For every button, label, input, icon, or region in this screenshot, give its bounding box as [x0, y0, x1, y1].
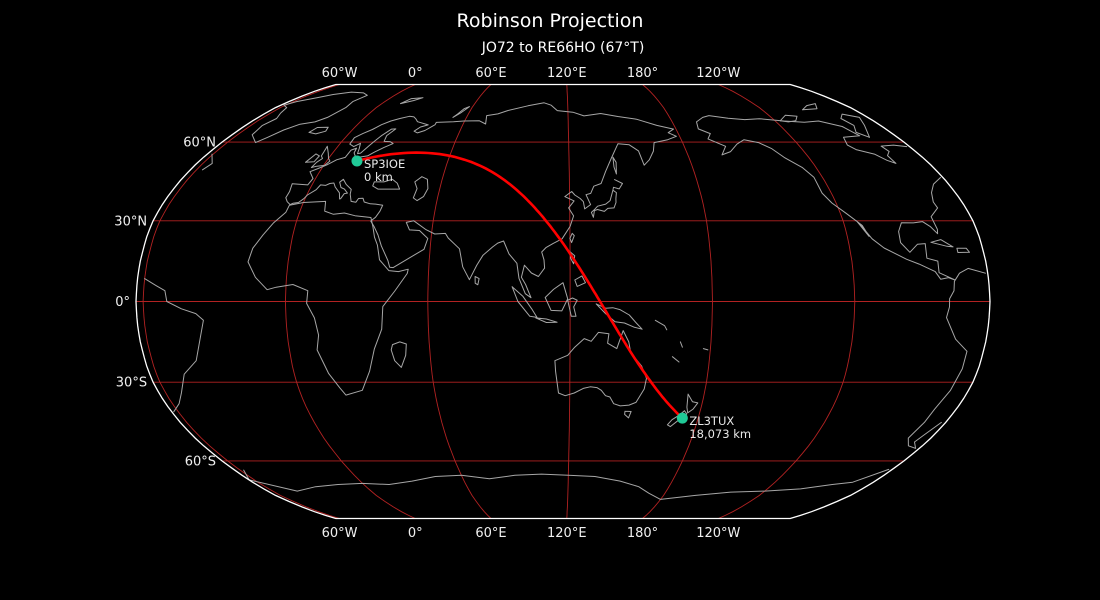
coastline — [612, 156, 617, 175]
coastline — [372, 178, 401, 190]
dx-marker — [676, 412, 688, 424]
lat-tick-label: 60°S — [185, 454, 216, 469]
figure-title: Robinson Projection — [456, 10, 644, 32]
coastline — [702, 348, 709, 351]
coastline — [390, 341, 407, 368]
coastline — [247, 200, 409, 396]
graticule-meridian — [642, 84, 713, 519]
lat-tick-label: 0° — [115, 295, 130, 310]
graticule-meridian — [142, 84, 340, 519]
coastline — [305, 153, 320, 163]
coastline — [930, 239, 954, 248]
map-outline — [135, 83, 991, 520]
coastline — [285, 102, 677, 299]
graticule-meridian — [284, 84, 416, 519]
top-lon-tick-label: 60°E — [475, 66, 506, 81]
bottom-lon-tick-label: 120°E — [547, 526, 587, 541]
bottom-lon-tick-label: 0° — [408, 526, 423, 541]
coastline — [243, 468, 890, 500]
bottom-lon-tick-label: 60°E — [475, 526, 506, 541]
coastline — [474, 276, 480, 286]
top-lon-tick-label: 120°W — [696, 66, 740, 81]
coastline — [251, 91, 368, 144]
graticule-meridian — [718, 84, 856, 519]
coastline — [511, 286, 538, 318]
top-lon-tick-label: 60°W — [322, 66, 358, 81]
graticule-meridian — [566, 84, 571, 519]
coastline — [671, 356, 680, 363]
coastline — [544, 282, 569, 312]
coastline — [535, 317, 558, 323]
coastline — [144, 267, 986, 449]
coastline — [840, 113, 870, 138]
coastline — [308, 126, 329, 135]
dx-distance-label: 18,073 km — [689, 427, 751, 441]
origin-callsign-label: SP3IOE — [364, 157, 405, 171]
map-area — [136, 84, 990, 519]
great-circle-path — [355, 151, 684, 420]
origin-distance-label: 0 km — [364, 170, 393, 184]
coastline — [802, 103, 818, 111]
coastline — [554, 330, 647, 407]
coastline — [686, 393, 699, 414]
coastline — [595, 303, 643, 330]
bottom-lon-tick-label: 180° — [627, 526, 658, 541]
figure-subtitle: JO72 to RE66HO (67°T) — [481, 40, 645, 56]
top-lon-tick-label: 0° — [408, 66, 423, 81]
coastline — [452, 106, 470, 118]
coastline — [624, 410, 632, 419]
coastline — [779, 114, 798, 123]
coastline — [654, 319, 668, 331]
coastline — [310, 145, 331, 168]
bottom-lon-tick-label: 120°W — [696, 526, 740, 541]
lat-tick-label: 30°S — [116, 376, 147, 391]
coastline — [574, 275, 586, 287]
coastline — [202, 115, 956, 281]
coastline — [679, 341, 683, 348]
coastline — [567, 297, 578, 317]
lat-tick-label: 30°N — [114, 214, 147, 229]
coastline — [569, 232, 575, 244]
coastline — [956, 247, 970, 253]
bottom-lon-tick-label: 60°W — [322, 526, 358, 541]
origin-marker — [351, 155, 363, 167]
coastline — [590, 179, 623, 218]
graticule-meridian — [427, 84, 492, 519]
top-lon-tick-label: 180° — [627, 66, 658, 81]
dx-callsign-label: ZL3TUX — [689, 414, 734, 428]
coastline — [412, 176, 429, 202]
top-lon-tick-label: 120°E — [547, 66, 587, 81]
lat-tick-label: 60°N — [183, 136, 216, 151]
coastline — [400, 97, 424, 105]
